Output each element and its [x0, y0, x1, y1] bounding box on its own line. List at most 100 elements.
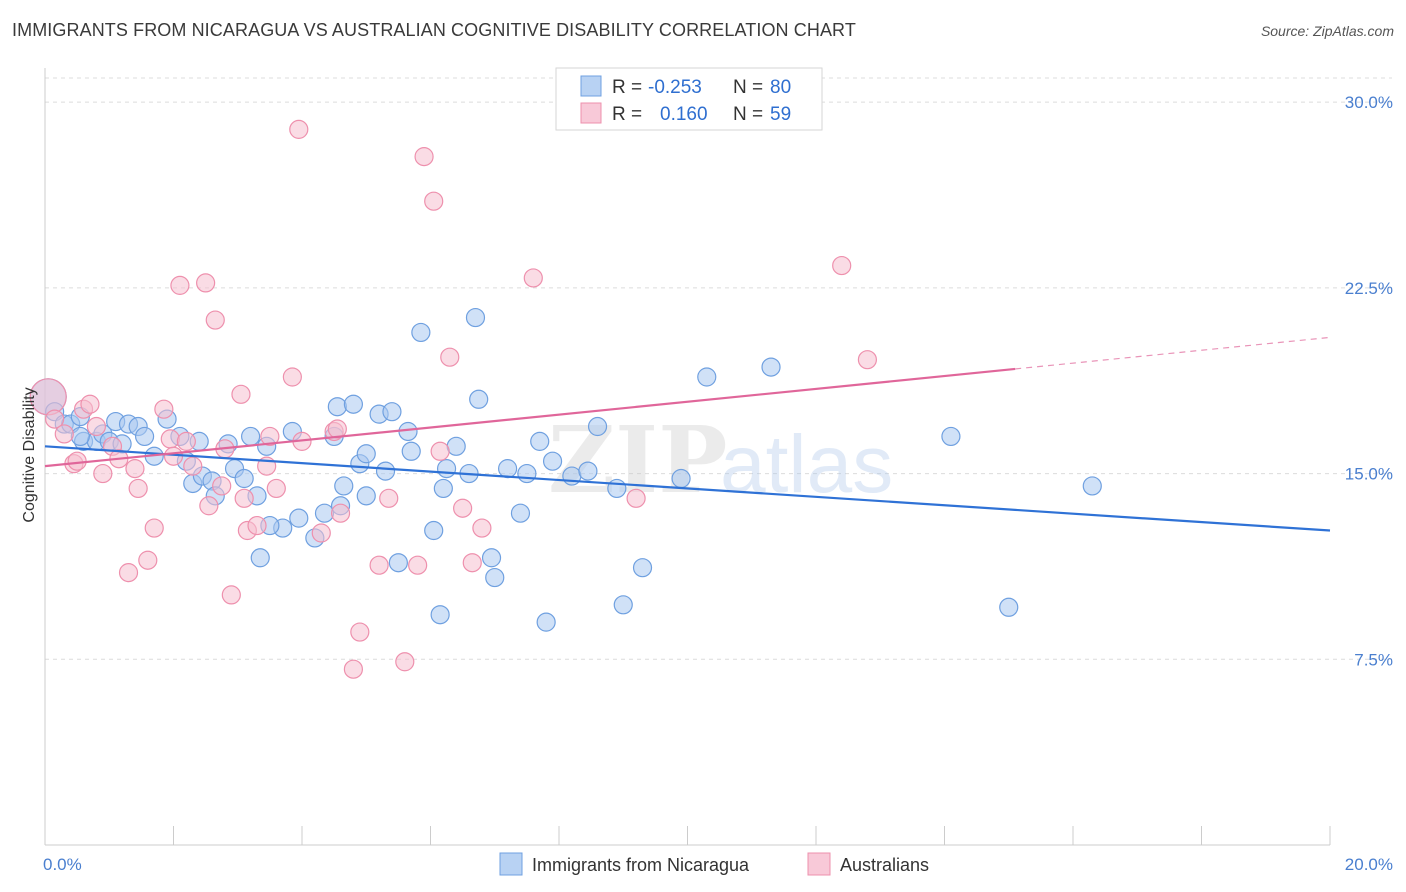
australians-point	[523, 268, 543, 288]
stats-legend: R = -0.253 N = 80 R = 0.160 N = 59	[555, 67, 823, 131]
australians-point	[626, 488, 646, 508]
stats-legend-swatch-blue	[580, 75, 602, 97]
nicaragua-point	[761, 357, 781, 377]
y-tick-label: 22.5%	[1345, 279, 1393, 298]
legend-swatch-australians	[807, 852, 831, 876]
legend-label-australians: Australians	[840, 855, 929, 875]
australians-point	[350, 622, 370, 642]
nicaragua-point	[70, 426, 90, 447]
australians-point	[453, 498, 473, 518]
australians-point	[408, 555, 428, 575]
australians-point	[311, 523, 331, 543]
australians-point	[118, 563, 139, 583]
data-points	[29, 119, 1102, 679]
nicaragua-point	[941, 426, 961, 447]
nicaragua-point	[433, 478, 453, 499]
nicaragua-point	[424, 520, 444, 541]
source-credit: Source: ZipAtlas.com	[1260, 23, 1394, 39]
australians-trend-line-extension	[1015, 336, 1331, 370]
australians-point	[154, 399, 174, 419]
australians-point	[212, 476, 232, 496]
australians-point	[231, 384, 251, 404]
australians-point	[86, 416, 107, 437]
nicaragua-point	[498, 459, 518, 479]
australians-point	[379, 488, 399, 508]
stats-n-label-blue: N =	[733, 77, 763, 98]
australians-point	[160, 429, 180, 449]
australians-point	[196, 273, 216, 293]
nicaragua-point	[632, 558, 653, 578]
australians-point	[144, 518, 164, 538]
nicaragua-point	[234, 468, 254, 489]
australians-point	[266, 478, 286, 499]
australians-point	[369, 555, 389, 575]
nicaragua-point	[465, 307, 486, 328]
nicaragua-point	[401, 441, 421, 461]
y-tick-label: 7.5%	[1354, 650, 1393, 669]
australians-point	[80, 394, 100, 414]
australians-point	[472, 518, 492, 538]
nicaragua-point	[587, 416, 608, 437]
grid-lines	[45, 77, 1392, 660]
nicaragua-point	[356, 444, 376, 464]
nicaragua-point	[485, 567, 505, 588]
y-axis-label: Cognitive Disability	[21, 387, 38, 522]
nicaragua-point	[999, 597, 1019, 617]
tick-labels: 7.5% 15.0% 22.5% 30.0% 0.0% 20.0%	[43, 93, 1393, 874]
nicaragua-point	[671, 468, 691, 489]
stats-legend-swatch-pink	[580, 102, 602, 124]
australians-point	[205, 310, 225, 330]
australians-point	[125, 459, 145, 479]
australians-point	[430, 441, 450, 461]
australians-point	[857, 350, 878, 370]
stats-r-label-pink: R =	[612, 104, 642, 125]
nicaragua-point	[356, 486, 376, 506]
australians-point	[330, 503, 351, 523]
nicaragua-point	[241, 426, 261, 447]
nicaragua-point	[697, 367, 717, 387]
bottom-legend: Immigrants from Nicaragua Australians	[499, 852, 929, 876]
nicaragua-point	[613, 595, 633, 615]
nicaragua-point	[436, 459, 457, 479]
nicaragua-point	[289, 508, 309, 528]
australians-point	[440, 347, 460, 367]
nicaragua-point	[430, 605, 450, 625]
nicaragua-point	[388, 553, 408, 573]
australians-point	[176, 431, 196, 451]
australians-point	[832, 255, 852, 276]
nicaragua-point	[134, 426, 155, 447]
chart-title: IMMIGRANTS FROM NICARAGUA VS AUSTRALIAN …	[12, 20, 856, 40]
nicaragua-point	[375, 461, 396, 481]
australians-point	[199, 496, 219, 516]
stats-n-label-pink: N =	[733, 104, 763, 125]
nicaragua-point	[517, 463, 537, 484]
australians-point	[128, 478, 148, 499]
nicaragua-point	[578, 461, 598, 481]
australians-point	[395, 652, 415, 672]
nicaragua-point	[250, 548, 270, 568]
australians-point	[327, 419, 347, 439]
australians-point	[183, 456, 203, 476]
nicaragua-point	[536, 612, 556, 632]
nicaragua-point	[607, 478, 627, 499]
stats-n-value-pink: 59	[770, 104, 791, 125]
nicaragua-point	[481, 548, 502, 568]
australians-trend-line	[44, 367, 1016, 468]
nicaragua-point	[530, 431, 550, 451]
australians-point	[247, 515, 267, 536]
nicaragua-point	[411, 322, 431, 343]
y-tick-label: 30.0%	[1345, 93, 1393, 112]
nicaragua-point	[446, 436, 466, 456]
nicaragua-point	[343, 394, 363, 414]
australians-point	[138, 550, 158, 570]
nicaragua-point	[382, 402, 402, 422]
australians-point	[234, 488, 254, 508]
nicaragua-point	[510, 503, 531, 523]
australians-point	[93, 463, 113, 484]
australians-point	[170, 275, 190, 295]
australians-point	[54, 424, 74, 444]
stats-n-value-blue: 80	[770, 77, 791, 98]
x-tick-label: 20.0%	[1345, 855, 1393, 874]
x-tick-label: 0.0%	[43, 855, 82, 874]
